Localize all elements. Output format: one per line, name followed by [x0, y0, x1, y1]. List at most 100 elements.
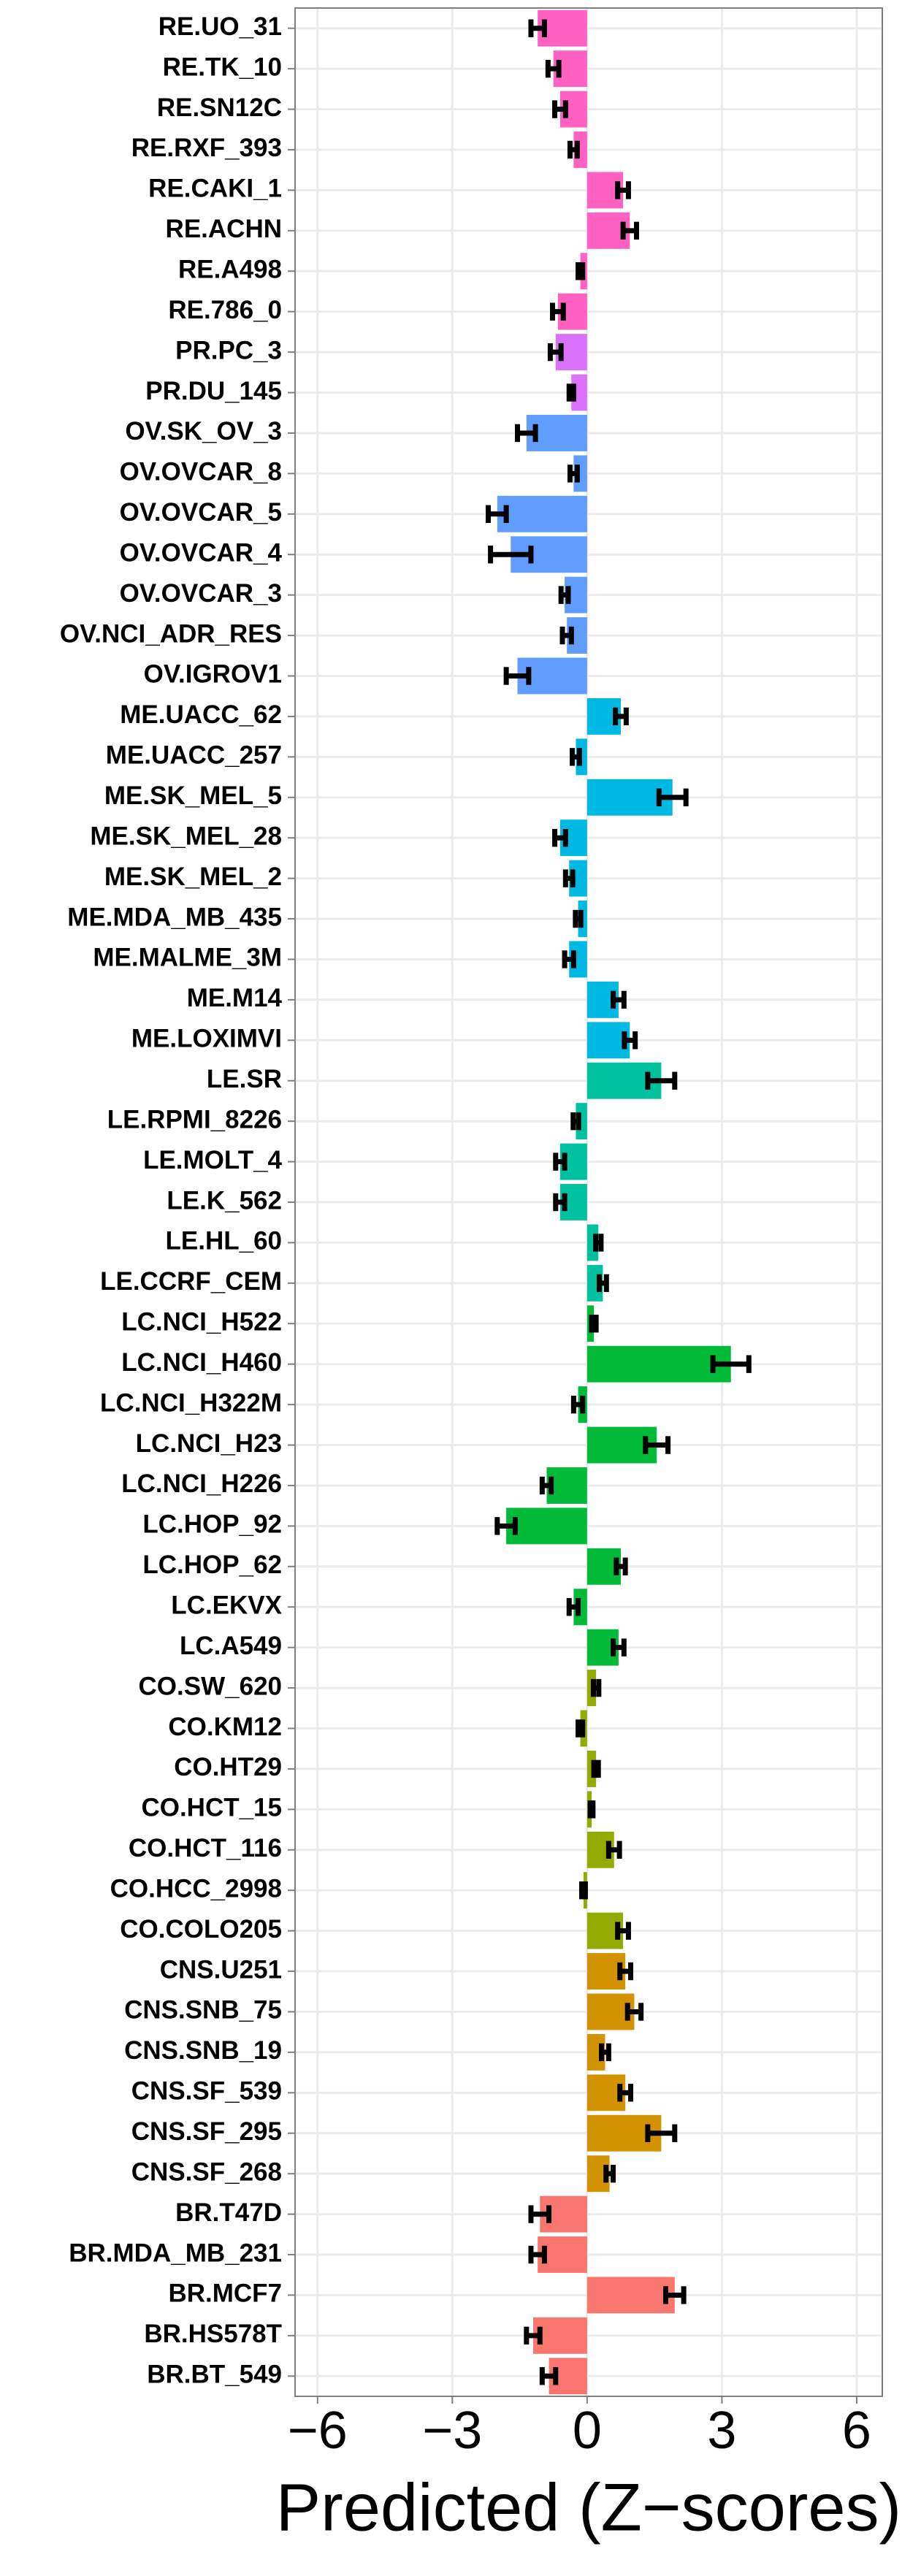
error-bar: [596, 1274, 609, 1293]
error-bar: [566, 383, 576, 402]
error-bar: [539, 1476, 554, 1495]
y-tick-label: CNS.SF_268: [131, 2158, 282, 2186]
error-bar: [587, 1800, 596, 1819]
error-bar: [614, 1557, 628, 1576]
error-bar: [567, 465, 580, 483]
error-bar: [624, 2003, 644, 2021]
y-tick-label: CO.HT29: [174, 1753, 282, 1781]
y-tick-label: OV.OVCAR_4: [120, 538, 283, 567]
error-bar: [567, 140, 580, 159]
y-tick-label: CO.HCT_15: [141, 1794, 282, 1822]
error-bar: [547, 343, 564, 362]
bar: [586, 2277, 675, 2314]
error-bar: [524, 2326, 543, 2345]
bar: [586, 1264, 603, 1302]
error-bar: [576, 1719, 586, 1738]
y-tick-label: PR.PC_3: [175, 336, 282, 364]
y-tick-label: RE.CAKI_1: [148, 175, 282, 203]
y-tick-label: LC.HOP_62: [142, 1551, 282, 1579]
y-tick-label: CNS.SF_539: [131, 2077, 282, 2106]
error-bar: [611, 990, 627, 1009]
error-bar: [486, 505, 509, 523]
error-bar: [528, 2205, 552, 2223]
y-tick-label: BR.HS578T: [144, 2320, 282, 2348]
error-bar: [549, 302, 566, 321]
y-tick-label: RE.786_0: [168, 296, 282, 324]
y-tick-label: CO.HCT_116: [129, 1834, 282, 1862]
error-bar: [562, 950, 576, 968]
error-bar: [576, 262, 586, 280]
y-tick-label: RE.RXF_393: [131, 134, 282, 162]
error-bar: [558, 586, 571, 604]
y-tick-label: CO.SW_620: [139, 1672, 282, 1700]
error-bar: [552, 828, 568, 847]
y-tick-label: ME.UACC_257: [106, 741, 282, 770]
error-bar: [591, 1759, 601, 1778]
error-bar: [566, 1598, 581, 1616]
y-tick-label: LE.K_562: [167, 1186, 282, 1215]
error-bar: [494, 1517, 518, 1535]
error-bar: [578, 1881, 588, 1900]
y-tick-label: LC.NCI_H226: [121, 1469, 282, 1498]
x-axis-label: Predicted (Z−scores): [276, 2470, 901, 2545]
y-tick-label: LC.NCI_H460: [121, 1348, 282, 1377]
bar: [497, 495, 587, 532]
error-bar: [710, 1355, 752, 1373]
y-tick-label: LE.HL_60: [166, 1227, 283, 1255]
y-tick-label: ME.MALME_3M: [93, 944, 282, 972]
y-tick-label: LC.NCI_H522: [121, 1308, 282, 1337]
bar: [571, 374, 587, 411]
bar: [573, 131, 587, 168]
error-bar: [570, 1395, 586, 1414]
error-bar: [593, 1234, 604, 1252]
y-tick-label: ME.SK_MEL_28: [90, 822, 282, 850]
y-tick-label: BR.MCF7: [168, 2279, 282, 2308]
y-tick-label: RE.TK_10: [163, 53, 282, 81]
error-bar: [503, 667, 532, 685]
y-tick-label: BR.BT_549: [147, 2361, 282, 2389]
y-tick-label: LC.HOP_92: [142, 1510, 282, 1539]
y-tick-label: BR.T47D: [175, 2198, 282, 2227]
y-tick-label: OV.NCI_ADR_RES: [60, 619, 282, 648]
error-bar: [605, 1841, 622, 1859]
error-bar: [528, 19, 547, 37]
y-tick-label: ME.M14: [187, 984, 283, 1012]
y-tick-label: LE.RPMI_8226: [107, 1105, 282, 1134]
error-bar: [590, 1678, 602, 1697]
y-tick-label: CNS.U251: [160, 1955, 282, 1984]
error-bar: [617, 2084, 634, 2102]
y-tick-label: RE.UO_31: [158, 12, 282, 41]
y-tick-label: ME.UACC_62: [120, 700, 282, 729]
bar: [573, 455, 587, 492]
error-bar: [645, 1071, 678, 1090]
y-tick-label: ME.MDA_MB_435: [67, 903, 282, 931]
error-bar: [488, 546, 534, 564]
y-tick-label: LC.NCI_H322M: [100, 1388, 282, 1417]
y-tick-label: LC.NCI_H23: [136, 1429, 282, 1458]
y-tick-label: OV.OVCAR_8: [120, 458, 282, 486]
error-bar: [545, 59, 562, 78]
bar: [586, 1224, 599, 1261]
y-tick-label: OV.OVCAR_5: [120, 498, 282, 527]
marks: [486, 9, 752, 2395]
x-tick-label: 0: [573, 2401, 602, 2460]
error-bar: [645, 2124, 678, 2142]
bar: [576, 1103, 587, 1140]
error-bar: [553, 1193, 567, 1212]
error-bar: [613, 707, 629, 726]
y-tick-label: OV.IGROV1: [144, 660, 282, 689]
error-bar: [570, 748, 582, 766]
y-tick-label: RE.A498: [178, 256, 282, 284]
y-tick-label: RE.ACHN: [166, 215, 282, 243]
error-bar: [620, 221, 640, 240]
y-tick-label: OV.SK_OV_3: [125, 417, 282, 446]
y-tick-label: CNS.SNB_19: [124, 2036, 282, 2065]
y-tick-label: ME.SK_MEL_2: [104, 863, 282, 891]
error-bar: [656, 788, 689, 806]
y-tick-label: LC.A549: [180, 1632, 282, 1660]
error-bar: [514, 424, 538, 443]
bar: [586, 1345, 731, 1383]
error-bar: [599, 2043, 611, 2062]
error-bar: [615, 181, 631, 199]
